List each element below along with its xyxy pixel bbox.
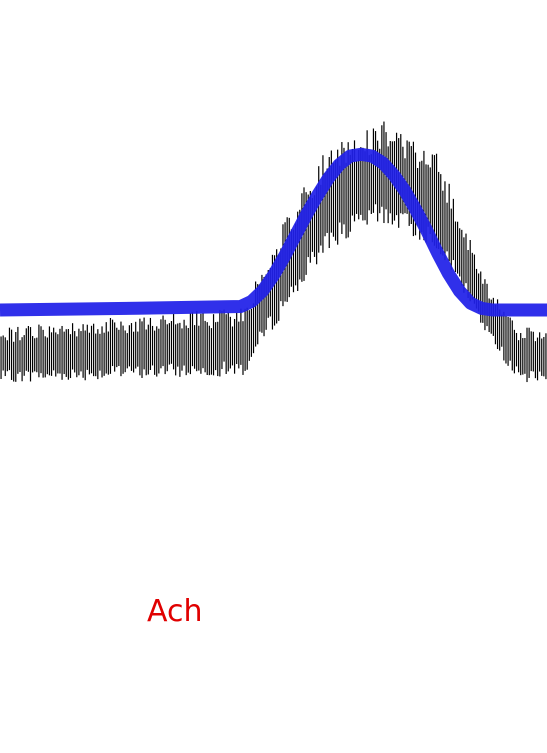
- envelope-layer: [0, 147, 547, 317]
- bursts-layer: [0, 121, 547, 383]
- envelope-line: [0, 147, 547, 317]
- chart-annotation: Ach: [147, 594, 203, 629]
